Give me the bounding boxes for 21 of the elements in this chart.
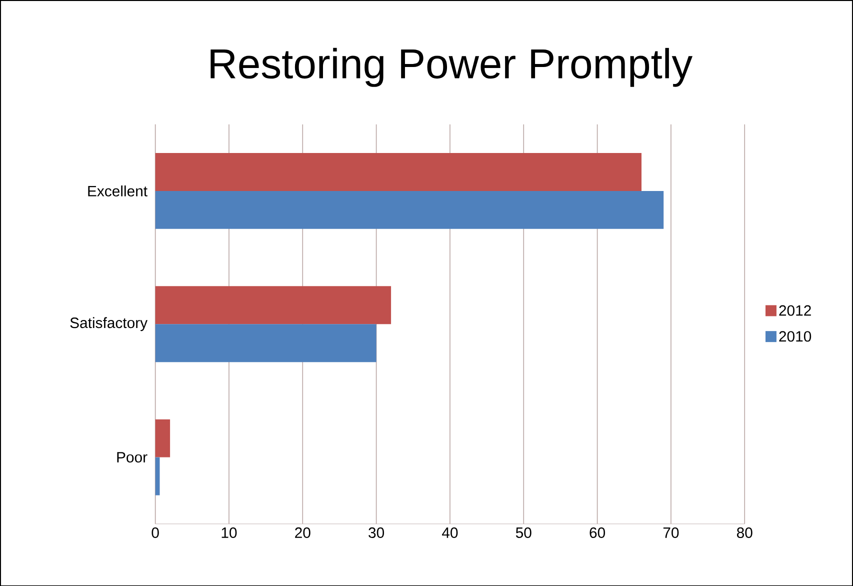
- y-tick-label: Excellent: [88, 185, 148, 196]
- y-tick-label: Poor: [117, 452, 148, 462]
- chart-title: Restoring Power Promptly: [210, 48, 693, 87]
- x-tick-label: 20: [295, 527, 310, 538]
- x-tick-label: 30: [368, 527, 384, 538]
- x-tick-label: 40: [442, 527, 458, 538]
- x-tick-label: 10: [222, 527, 237, 538]
- x-tick-label: 70: [663, 527, 679, 538]
- y-tick-label: Satisfactory: [70, 317, 148, 331]
- bar: [155, 457, 160, 496]
- x-tick-label: 50: [516, 527, 532, 538]
- bar: [155, 324, 376, 362]
- bar: [155, 152, 642, 191]
- bar: [155, 419, 170, 458]
- x-tick-label: 0: [152, 527, 159, 538]
- bar: [155, 286, 392, 324]
- bar: [155, 190, 664, 229]
- x-tick-label: 60: [590, 527, 606, 538]
- x-tick-label: 80: [736, 527, 752, 538]
- legend-label: 2012: [779, 305, 811, 316]
- legend-label: 2010: [779, 330, 812, 342]
